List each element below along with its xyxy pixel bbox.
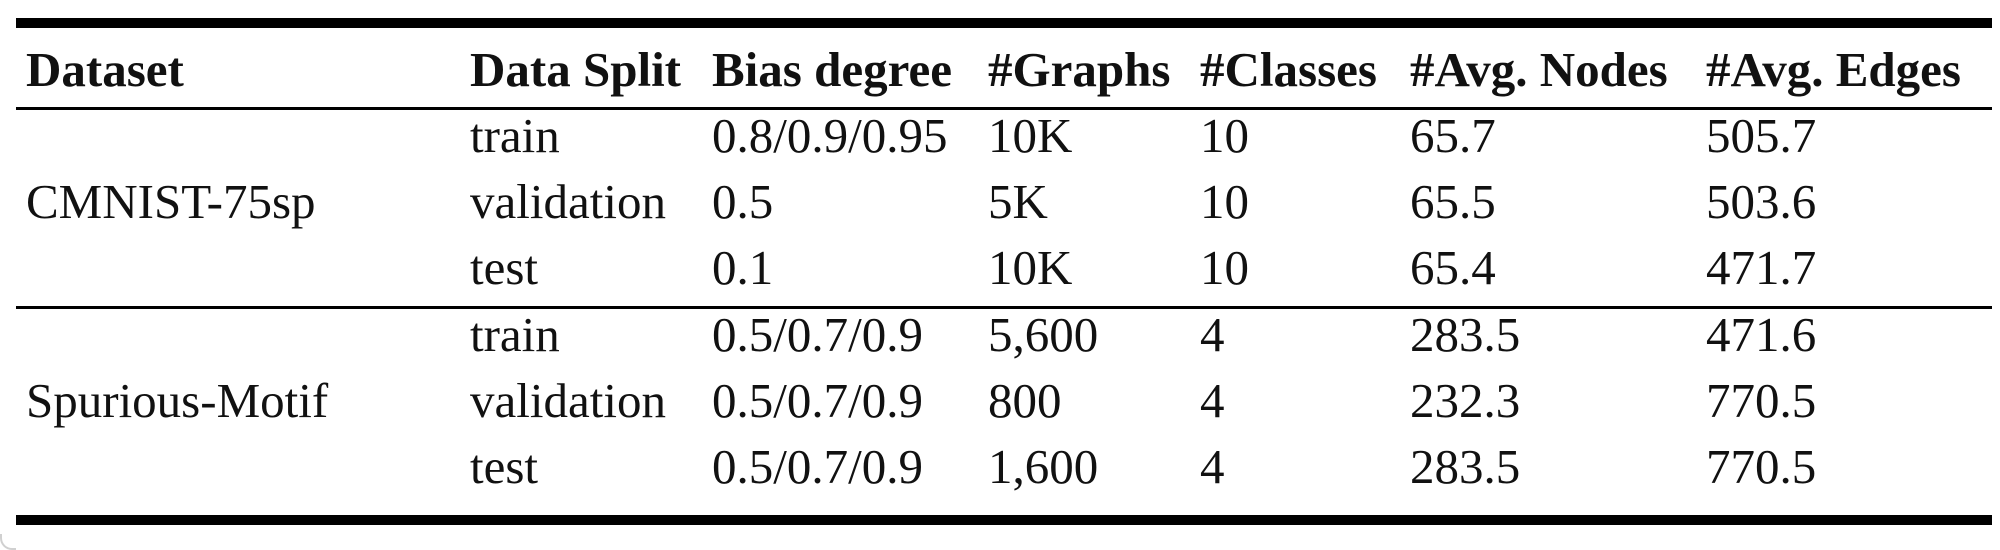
header-avg-edges: #Avg. Edges (1706, 42, 1962, 97)
motif-train-graphs: 5,600 (988, 307, 1099, 362)
motif-train-split: train (470, 307, 560, 362)
bottom-rule (16, 515, 1992, 525)
motif-train-avg-edges: 471.6 (1706, 307, 1817, 362)
group-rule (16, 306, 1992, 309)
cmnist-test-bias: 0.1 (712, 240, 774, 295)
cmnist-validation-classes: 10 (1200, 174, 1249, 229)
motif-test-graphs: 1,600 (988, 439, 1099, 494)
header-rule (16, 107, 1992, 110)
dataset-cmnist-75sp: CMNIST-75sp (26, 174, 316, 229)
header-avg-nodes: #Avg. Nodes (1410, 42, 1668, 97)
motif-train-bias: 0.5/0.7/0.9 (712, 307, 923, 362)
motif-train-avg-nodes: 283.5 (1410, 307, 1521, 362)
cmnist-train-avg-nodes: 65.7 (1410, 108, 1496, 163)
header-bias-degree: Bias degree (712, 42, 952, 97)
dataset-spurious-motif: Spurious-Motif (26, 373, 329, 428)
motif-validation-bias: 0.5/0.7/0.9 (712, 373, 923, 428)
motif-test-classes: 4 (1200, 439, 1225, 494)
cmnist-train-graphs: 10K (988, 108, 1073, 163)
motif-test-bias: 0.5/0.7/0.9 (712, 439, 923, 494)
motif-validation-classes: 4 (1200, 373, 1225, 428)
cmnist-test-avg-edges: 471.7 (1706, 240, 1817, 295)
motif-validation-avg-edges: 770.5 (1706, 373, 1817, 428)
cmnist-test-avg-nodes: 65.4 (1410, 240, 1496, 295)
cmnist-validation-avg-nodes: 65.5 (1410, 174, 1496, 229)
motif-train-classes: 4 (1200, 307, 1225, 362)
header-data-split: Data Split (470, 42, 682, 97)
cmnist-test-split: test (470, 240, 539, 295)
window-corner (0, 534, 16, 550)
motif-validation-split: validation (470, 373, 666, 428)
motif-validation-graphs: 800 (988, 373, 1062, 428)
cmnist-validation-graphs: 5K (988, 174, 1048, 229)
cmnist-test-graphs: 10K (988, 240, 1073, 295)
cmnist-train-split: train (470, 108, 560, 163)
cmnist-validation-bias: 0.5 (712, 174, 774, 229)
cmnist-train-bias: 0.8/0.9/0.95 (712, 108, 948, 163)
motif-test-avg-nodes: 283.5 (1410, 439, 1521, 494)
motif-test-avg-edges: 770.5 (1706, 439, 1817, 494)
cmnist-validation-split: validation (470, 174, 666, 229)
header-graphs: #Graphs (988, 42, 1171, 97)
top-rule (16, 18, 1992, 28)
cmnist-test-classes: 10 (1200, 240, 1249, 295)
cmnist-train-classes: 10 (1200, 108, 1249, 163)
header-dataset: Dataset (26, 42, 184, 97)
motif-test-split: test (470, 439, 539, 494)
cmnist-validation-avg-edges: 503.6 (1706, 174, 1817, 229)
header-classes: #Classes (1200, 42, 1377, 97)
cmnist-train-avg-edges: 505.7 (1706, 108, 1817, 163)
motif-validation-avg-nodes: 232.3 (1410, 373, 1521, 428)
